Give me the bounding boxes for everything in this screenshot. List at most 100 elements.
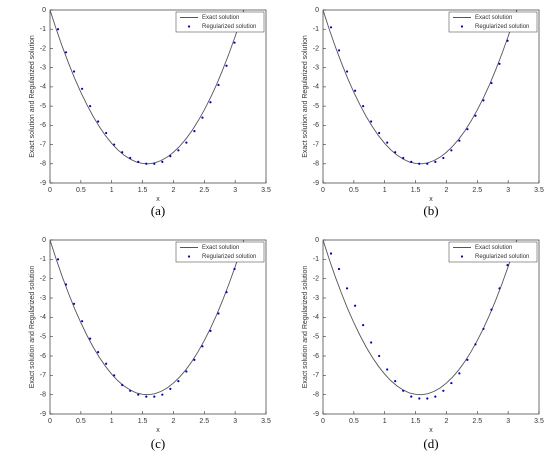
y-tick-label: -8 — [313, 392, 319, 399]
marker — [137, 393, 140, 396]
marker — [474, 114, 477, 117]
x-tick-label: 3 — [233, 187, 237, 194]
marker — [362, 323, 365, 327]
marker — [466, 128, 469, 131]
marker — [217, 83, 220, 87]
x-tick-label: 0.5 — [76, 418, 86, 425]
marker — [458, 372, 461, 375]
y-tick-label: -1 — [313, 256, 319, 263]
marker — [378, 131, 381, 135]
marker — [233, 41, 236, 44]
exact-line — [323, 240, 518, 396]
y-tick-label: -6 — [40, 353, 46, 360]
y-tick-label: -4 — [40, 84, 46, 91]
marker — [169, 387, 172, 390]
legend-box — [448, 11, 538, 33]
marker — [177, 149, 180, 152]
legend-marker — [187, 25, 191, 28]
x-tick-label: 2.5 — [199, 418, 209, 425]
marker — [402, 389, 405, 392]
marker — [498, 62, 501, 65]
marker — [434, 395, 437, 398]
marker — [426, 162, 429, 165]
marker — [329, 252, 333, 255]
marker — [353, 89, 357, 92]
marker — [145, 162, 148, 165]
y-tick-label: -1 — [40, 256, 46, 263]
x-tick-label: 2 — [444, 187, 448, 194]
marker — [209, 101, 212, 104]
x-tick-label: 3.5 — [534, 187, 544, 194]
y-tick-label: -5 — [40, 103, 46, 110]
marker — [410, 160, 413, 163]
marker — [80, 320, 84, 323]
marker — [64, 283, 68, 286]
x-tick-label: 2 — [444, 418, 448, 425]
x-tick-label: 0.5 — [76, 187, 86, 194]
panel-label: (c) — [151, 436, 165, 451]
marker — [64, 51, 68, 54]
y-tick-label: 0 — [315, 237, 319, 244]
marker — [185, 370, 188, 373]
marker — [137, 160, 140, 163]
y-tick-label: -8 — [40, 392, 46, 399]
marker — [394, 151, 397, 154]
legend-label: Exact solution — [202, 15, 239, 21]
marker — [394, 380, 397, 383]
x-tick-label: 1.5 — [138, 418, 148, 425]
marker — [345, 70, 349, 73]
x-tick-label: 3.5 — [534, 418, 544, 425]
marker — [386, 368, 389, 371]
x-axis-label: x — [429, 196, 433, 203]
marker — [225, 64, 228, 67]
marker — [153, 395, 156, 398]
marker — [201, 345, 204, 348]
legend-marker — [460, 255, 464, 258]
y-tick-label: -7 — [40, 372, 46, 379]
subplot: 0 0.5 1 1.5 2 2.5 3 3.5 -9 -8 -7 -6 -5 -4 -3 -2 -1 0 x Exac… — [29, 237, 271, 451]
y-axis-label: Exact solution and Regularized solution — [29, 35, 36, 158]
marker — [442, 389, 445, 392]
marker — [225, 291, 228, 294]
y-tick-label: 0 — [315, 7, 319, 14]
marker — [490, 81, 493, 85]
marker — [56, 258, 60, 261]
marker — [474, 343, 477, 346]
y-tick-label: -1 — [313, 26, 319, 33]
y-tick-label: -7 — [313, 372, 319, 379]
marker — [169, 154, 172, 158]
marker — [161, 393, 164, 396]
y-tick-label: -7 — [313, 141, 319, 148]
y-tick-label: -3 — [313, 65, 319, 72]
marker — [89, 337, 92, 340]
y-tick-label: -3 — [40, 295, 46, 302]
marker — [153, 162, 156, 165]
x-tick-label: 3 — [233, 418, 237, 425]
marker — [498, 287, 501, 290]
marker — [506, 264, 509, 267]
plot-area — [322, 239, 540, 415]
marker — [209, 329, 212, 332]
x-axis-label: x — [429, 427, 433, 434]
marker — [482, 327, 485, 331]
x-tick-label: 0.5 — [349, 418, 359, 425]
marker — [185, 141, 188, 144]
legend-marker — [187, 255, 191, 258]
legend-label: Regularized solution — [202, 24, 256, 30]
x-tick-label: 3.5 — [261, 187, 271, 194]
y-axis-label: Exact solution and Regularized solution — [302, 266, 309, 389]
legend-label: Regularized solution — [475, 24, 529, 30]
marker — [345, 287, 349, 290]
y-tick-label: -3 — [40, 65, 46, 72]
marker — [72, 70, 76, 73]
legend-label: Exact solution — [475, 15, 512, 21]
marker — [193, 130, 196, 133]
legend-box — [175, 11, 265, 33]
legend-label: Regularized solution — [475, 254, 529, 260]
y-tick-label: -6 — [40, 122, 46, 129]
x-tick-label: 2 — [171, 418, 175, 425]
marker — [418, 162, 421, 165]
marker — [450, 381, 453, 385]
x-tick-label: 3 — [506, 187, 510, 194]
